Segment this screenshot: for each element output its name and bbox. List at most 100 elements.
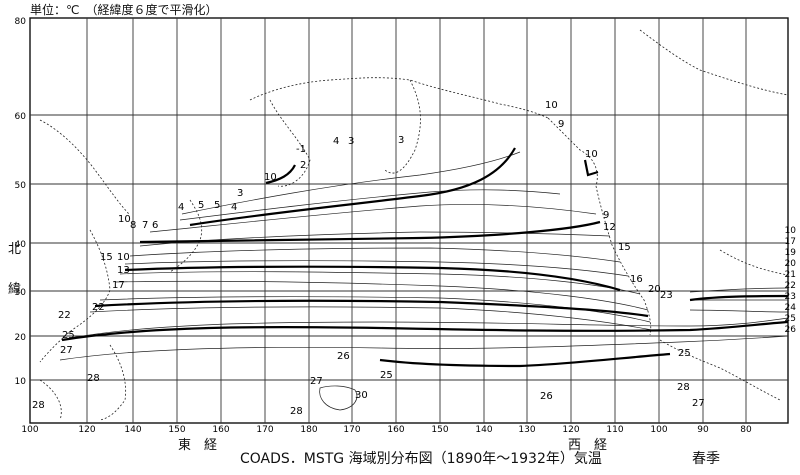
isotherm-label: 4 [178,202,184,213]
isotherm-label: 23 [660,290,673,301]
isotherm-line [69,317,789,339]
isotherm-label: 20 [648,284,661,295]
isotherm-line-bold [61,320,789,342]
isotherm-line [181,151,521,215]
right-isotherm-label: 26 [785,325,797,335]
right-isotherm-label: 23 [785,292,796,302]
longitude-tick-label: 100 [21,425,38,435]
isotherm-line [319,385,358,411]
isotherm-line [689,287,789,293]
isotherm-label: 25 [380,370,393,381]
isotherm-label: 16 [630,274,643,285]
season-label: 春季 [692,451,720,467]
isotherm-label: 28 [32,400,45,411]
isotherm-label: 10 [545,100,558,111]
east-longitude-title: 東 経 [178,438,218,453]
isotherm-line [124,260,629,277]
isotherm-line [149,204,597,233]
isotherm-label: 26 [540,391,553,402]
right-isotherm-label: 25 [785,314,796,324]
longitude-tick-label: 140 [475,425,492,435]
lat-title-1: 北 [8,242,22,257]
figure-caption: COADS．MSTG 海域別分布図（1890年～1932年）気温 [240,451,602,467]
isotherm-line [59,335,789,361]
longitude-tick-label: 130 [518,425,535,435]
longitude-tick-label: 170 [343,425,360,435]
isotherm-label: 4 [231,202,237,213]
isotherm-label: 22 [92,302,105,313]
isotherm-label: 28 [290,406,303,417]
isotherm-label: -1 [296,144,306,155]
isotherm-label: 10 [117,252,130,263]
coast-na-west [595,185,652,336]
isotherm-line-bold [583,159,599,177]
lat-title-2: 緯 [8,282,22,297]
isotherm-label: 27 [692,398,705,409]
isotherm-label: 28 [677,382,690,393]
right-isotherm-label: 22 [785,281,796,291]
isotherm-line [119,271,641,295]
isotherm-label: 25 [62,330,75,341]
coast-alaska [547,117,598,187]
longitude-labels: 100 120 140 150 160 170 180 170 160 150 140 130 120 1… [21,425,752,435]
isotherm-line-bold [689,294,789,302]
isotherm-label: 9 [558,119,564,130]
isotherms [59,151,789,411]
isotherm-label: 9 [603,210,609,221]
isotherm-label: 26 [337,351,350,362]
isotherm-label: 3 [348,136,354,147]
coast-gulf [719,249,789,276]
isotherm-label: 10 [585,149,598,160]
isotherm-label: 12 [603,222,616,233]
latitude-tick-label: 30 [15,288,27,298]
isotherm-label: 3 [398,135,404,146]
longitude-tick-label: 140 [124,425,141,435]
isotherm-label: 27 [60,345,73,356]
longitude-tick-label: 120 [78,425,95,435]
isotherm-line [89,306,653,331]
map-frame [29,17,789,424]
coastlines [39,29,789,421]
isotherm-label: 7 [142,220,148,231]
isotherm-label: 27 [310,376,323,387]
coast-asia-east [39,119,131,216]
longitude-tick-label: 120 [562,425,579,435]
coast-na-north [639,29,789,96]
isotherm-label: 22 [58,310,71,321]
longitude-tick-label: 110 [606,425,623,435]
isotherm-label: 15 [100,252,113,263]
longitude-tick-label: 150 [431,425,448,435]
longitude-tick-label: 160 [212,425,229,435]
isotherm-line [99,296,651,323]
isotherm-line [179,189,561,221]
longitude-tick-label: 180 [300,425,317,435]
latitude-tick-label: 40 [15,240,27,250]
latitude-tick-label: 60 [15,112,27,122]
isotherm-label: 30 [355,390,368,401]
latitude-tick-label: 80 [15,17,27,27]
isotherm-label: 8 [130,220,136,231]
isotherm-label: 6 [152,220,158,231]
isotherm-line-bold [265,164,296,185]
isotherm-label: 10 [118,214,131,225]
right-isotherm-label: 21 [785,270,796,280]
longitude-tick-label: 170 [256,425,273,435]
right-isotherm-label: 10 [785,226,797,236]
coast-borneo [39,379,62,421]
latitude-tick-label: 20 [15,333,27,343]
west-longitude-title: 西 経 [568,438,608,453]
right-isotherm-label: 17 [785,237,796,247]
isotherm-line [129,247,621,263]
coast-china [39,229,111,363]
coast-okhotsk [269,99,311,187]
isotherm-label: 15 [618,242,631,253]
longitude-tick-label: 80 [740,425,752,435]
coast-central-america [659,339,781,401]
longitude-tick-label: 150 [168,425,185,435]
isotherm-label: 2 [300,160,306,171]
latitude-tick-label: 10 [15,377,27,387]
isotherm-label: 10 [264,172,277,183]
